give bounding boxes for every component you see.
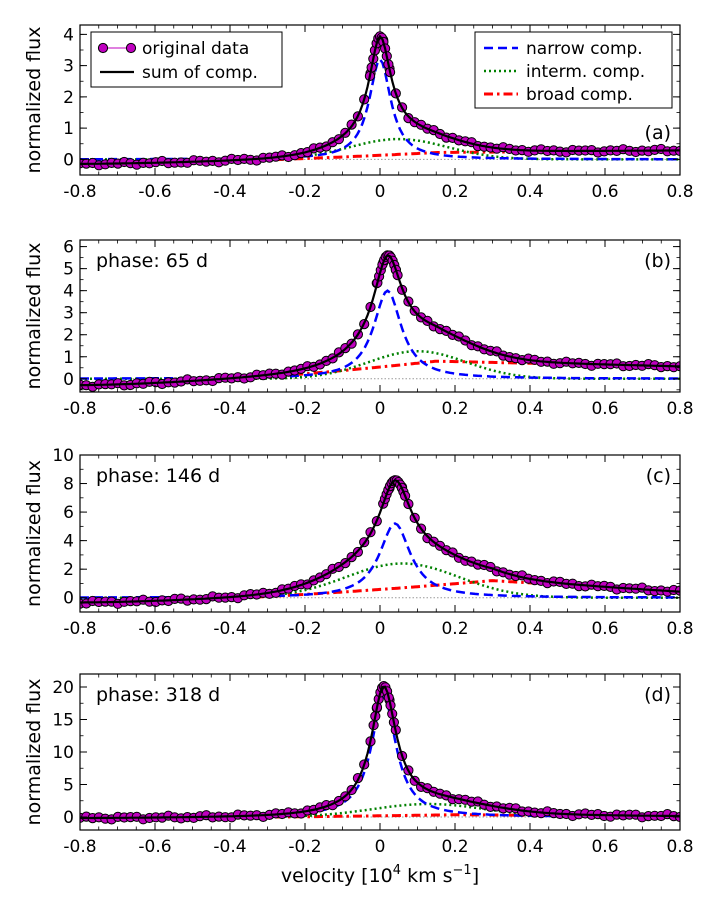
x-tick-label: 0: [375, 837, 386, 857]
y-tick-label: 3: [63, 57, 74, 77]
sum-line: [80, 253, 680, 387]
y-tick-label: 4: [63, 25, 74, 45]
legend-marker: [125, 42, 137, 54]
chart-panel-1: -0.8 -0.6 -0.4 -0.2 0 0.2 0.4 0.6 0.80123456norm…: [23, 238, 694, 419]
legend-label: narrow comp.: [526, 39, 643, 59]
x-tick-label: 0.4: [516, 619, 543, 639]
x-tick-label: 0.6: [591, 399, 618, 419]
panel-letter: (c): [646, 465, 671, 487]
legend-marker: [97, 42, 109, 54]
x-tick-label: -0.2: [288, 837, 321, 857]
legend-left: original data sum of comp.: [90, 31, 283, 88]
y-tick-label: 2: [63, 560, 74, 580]
x-tick-label: 0: [375, 619, 386, 639]
y-tick-label: 5: [63, 776, 74, 796]
y-tick-label: 4: [63, 532, 74, 552]
y-tick-label: 0: [63, 808, 74, 828]
x-tick-label: 0: [375, 399, 386, 419]
y-axis-label: normalized flux: [23, 679, 45, 826]
sum-line: [80, 34, 680, 165]
plot-area-0: [80, 31, 680, 171]
x-tick-label: 0.6: [591, 837, 618, 857]
y-tick-label: 6: [63, 503, 74, 523]
plot-area-3: [80, 681, 680, 825]
y-tick-label: 15: [52, 711, 74, 731]
plot-area-1: [80, 250, 680, 392]
x-tick-label: -0.2: [288, 619, 321, 639]
y-tick-label: 3: [63, 304, 74, 324]
x-tick-label: -0.8: [63, 837, 96, 857]
x-tick-label: -0.2: [288, 399, 321, 419]
x-tick-label: -0.6: [138, 182, 171, 202]
y-tick-label: 5: [63, 260, 74, 280]
y-tick-label: 10: [52, 446, 74, 466]
y-tick-label: 1: [63, 119, 74, 139]
y-tick-label: 0: [63, 589, 74, 609]
x-tick-label: 0.4: [516, 399, 543, 419]
legend-label: original data: [142, 39, 249, 59]
x-tick-label: 0.6: [591, 182, 618, 202]
phase-label: phase: 146 d: [96, 465, 220, 487]
x-tick-label: 0.4: [516, 182, 543, 202]
x-tick-label: -0.4: [213, 837, 246, 857]
panel-letter: (b): [644, 250, 671, 272]
x-tick-label: 0: [375, 182, 386, 202]
x-tick-label: 0.8: [666, 837, 693, 857]
plot-area-2: [80, 475, 680, 609]
phase-label: phase: 318 d: [96, 684, 220, 706]
legend-label: interm. comp.: [526, 62, 645, 82]
x-tick-label: -0.4: [213, 619, 246, 639]
y-tick-label: 2: [63, 326, 74, 346]
x-tick-label: -0.4: [213, 399, 246, 419]
x-tick-label: 0.8: [666, 619, 693, 639]
y-tick-label: 0: [63, 370, 74, 390]
legend-right: narrow comp. interm. comp. broad comp.: [474, 31, 673, 109]
x-tick-label: -0.2: [288, 182, 321, 202]
legend-label: sum of comp.: [142, 63, 258, 83]
x-tick-label: 0.8: [666, 182, 693, 202]
x-tick-label: 0.2: [441, 837, 468, 857]
x-tick-label: 0.2: [441, 619, 468, 639]
legend-box: [90, 31, 283, 88]
sum-line: [80, 478, 680, 604]
y-tick-label: 20: [52, 678, 74, 698]
chart-panel-3: -0.8 -0.6 -0.4 -0.2 0 0.2 0.4 0.6 0.8 0 5 10 15 20 nor…: [23, 673, 694, 857]
x-tick-label: 0.2: [441, 182, 468, 202]
legend-label: broad comp.: [526, 85, 633, 105]
y-axis-label: normalized flux: [23, 27, 45, 174]
panel-letter: (a): [645, 122, 671, 144]
y-tick-label: 1: [63, 348, 74, 368]
x-tick-label: -0.8: [63, 619, 96, 639]
y-axis-label: normalized flux: [23, 243, 45, 390]
y-axis-label: normalized flux: [23, 460, 45, 607]
x-tick-label: 0.2: [441, 399, 468, 419]
y-tick-label: 2: [63, 88, 74, 108]
x-tick-label: 0.4: [516, 837, 543, 857]
x-tick-label: -0.6: [138, 399, 171, 419]
x-tick-label: -0.4: [213, 182, 246, 202]
y-tick-label: 8: [63, 475, 74, 495]
chart-panel-2: -0.8 -0.6 -0.4 -0.2 0 0.2 0.4 0.6 0.8 0 2 4 6 8 10 norm…: [23, 446, 694, 639]
y-tick-label: 0: [63, 150, 74, 170]
y-tick-label: 6: [63, 238, 74, 258]
x-axis-label: velocity [104 km s−1]: [281, 863, 479, 887]
x-tick-label: -0.8: [63, 182, 96, 202]
panel-letter: (d): [644, 684, 671, 706]
phase-label: phase: 65 d: [96, 250, 208, 272]
x-tick-label: -0.6: [138, 837, 171, 857]
x-tick-label: -0.6: [138, 619, 171, 639]
y-tick-label: 10: [52, 743, 74, 763]
y-tick-label: 4: [63, 282, 74, 302]
x-tick-label: 0.8: [666, 399, 693, 419]
sum-line: [80, 685, 680, 820]
x-tick-label: 0.6: [591, 619, 618, 639]
x-tick-label: -0.8: [63, 399, 96, 419]
